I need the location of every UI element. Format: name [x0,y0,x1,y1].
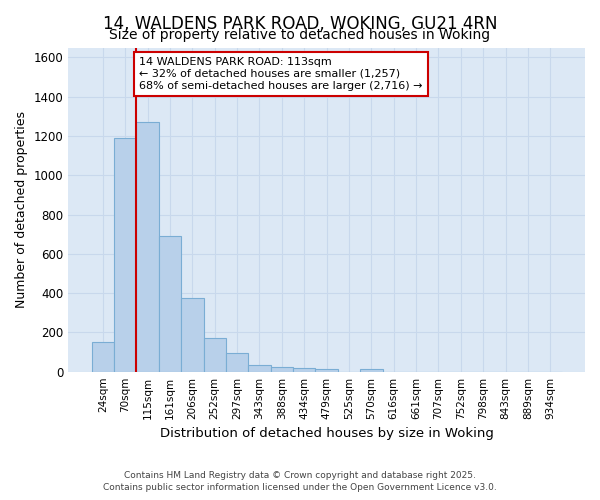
Bar [360,368,383,372]
Bar [92,342,114,372]
Text: 14 WALDENS PARK ROAD: 113sqm
← 32% of detached houses are smaller (1,257)
68% of: 14 WALDENS PARK ROAD: 113sqm ← 32% of de… [139,58,422,90]
Bar [293,368,316,372]
Bar [248,365,271,372]
Bar [181,298,203,372]
Bar [114,138,136,372]
Y-axis label: Number of detached properties: Number of detached properties [15,111,28,308]
Text: 14, WALDENS PARK ROAD, WOKING, GU21 4RN: 14, WALDENS PARK ROAD, WOKING, GU21 4RN [103,15,497,33]
Bar [271,367,293,372]
Bar [316,368,338,372]
Bar [226,353,248,372]
Text: Size of property relative to detached houses in Woking: Size of property relative to detached ho… [109,28,491,42]
Bar [159,236,181,372]
Text: Contains HM Land Registry data © Crown copyright and database right 2025.
Contai: Contains HM Land Registry data © Crown c… [103,471,497,492]
Bar [203,338,226,372]
Bar [136,122,159,372]
X-axis label: Distribution of detached houses by size in Woking: Distribution of detached houses by size … [160,427,494,440]
